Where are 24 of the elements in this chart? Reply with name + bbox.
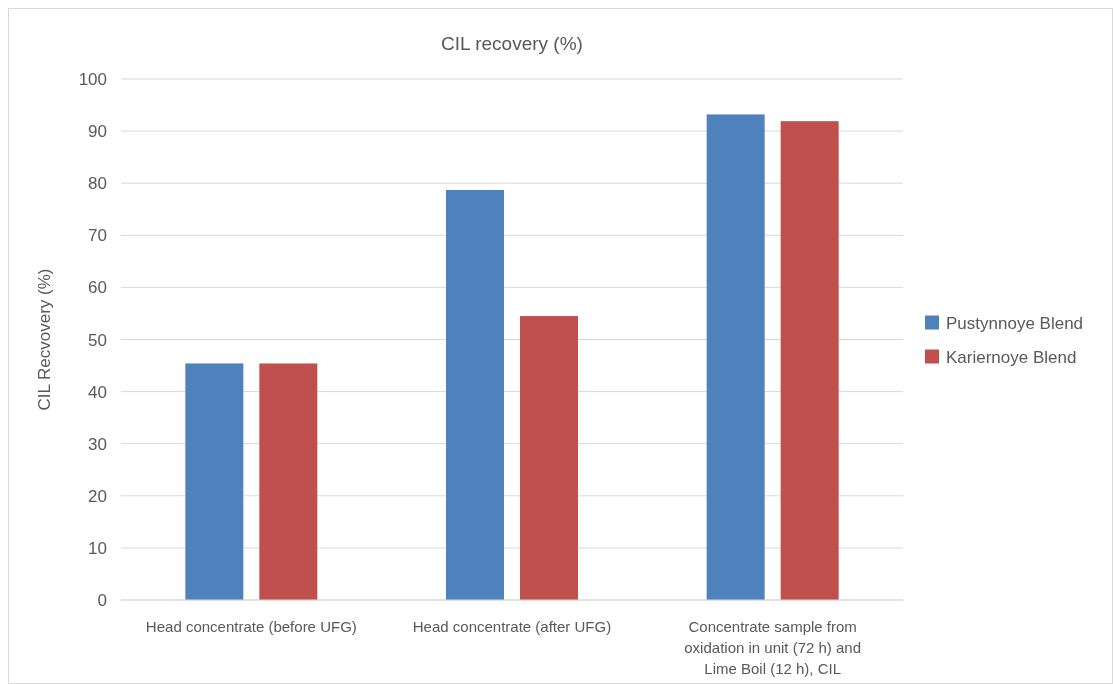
y-tick-label: 20 [88,486,107,506]
bar [780,121,839,600]
bar [446,189,504,600]
y-tick-label: 60 [88,278,107,298]
legend-label: Kariernoye Blend [946,347,1077,367]
bar [185,363,244,600]
bar [259,363,318,600]
bar [706,114,765,600]
y-axis-title: CIL Recvovery (%) [35,268,54,411]
y-tick-label: 0 [97,591,107,610]
bar [520,316,578,600]
chart-title: CIL recovery (%) [441,33,583,54]
y-tick-label: 30 [88,434,107,454]
x-tick-label: Head concentrate (after UFG) [412,618,612,635]
x-tick-label: Concentrate sample from oxidation in unit (72 h) and Lime Boil (12 h), CIL [684,618,862,677]
y-tick-label: 90 [88,122,107,142]
y-tick-label: 70 [88,226,107,246]
legend-label: Pustynnoye Blend [946,313,1084,333]
x-tick-label: Head concentrate (before UFG) [145,618,357,635]
y-tick-label: 40 [88,382,107,402]
y-tick-label: 50 [88,330,107,350]
y-tick-label: 100 [78,70,107,89]
y-tick-label: 80 [88,174,107,194]
y-tick-label: 10 [88,538,107,558]
